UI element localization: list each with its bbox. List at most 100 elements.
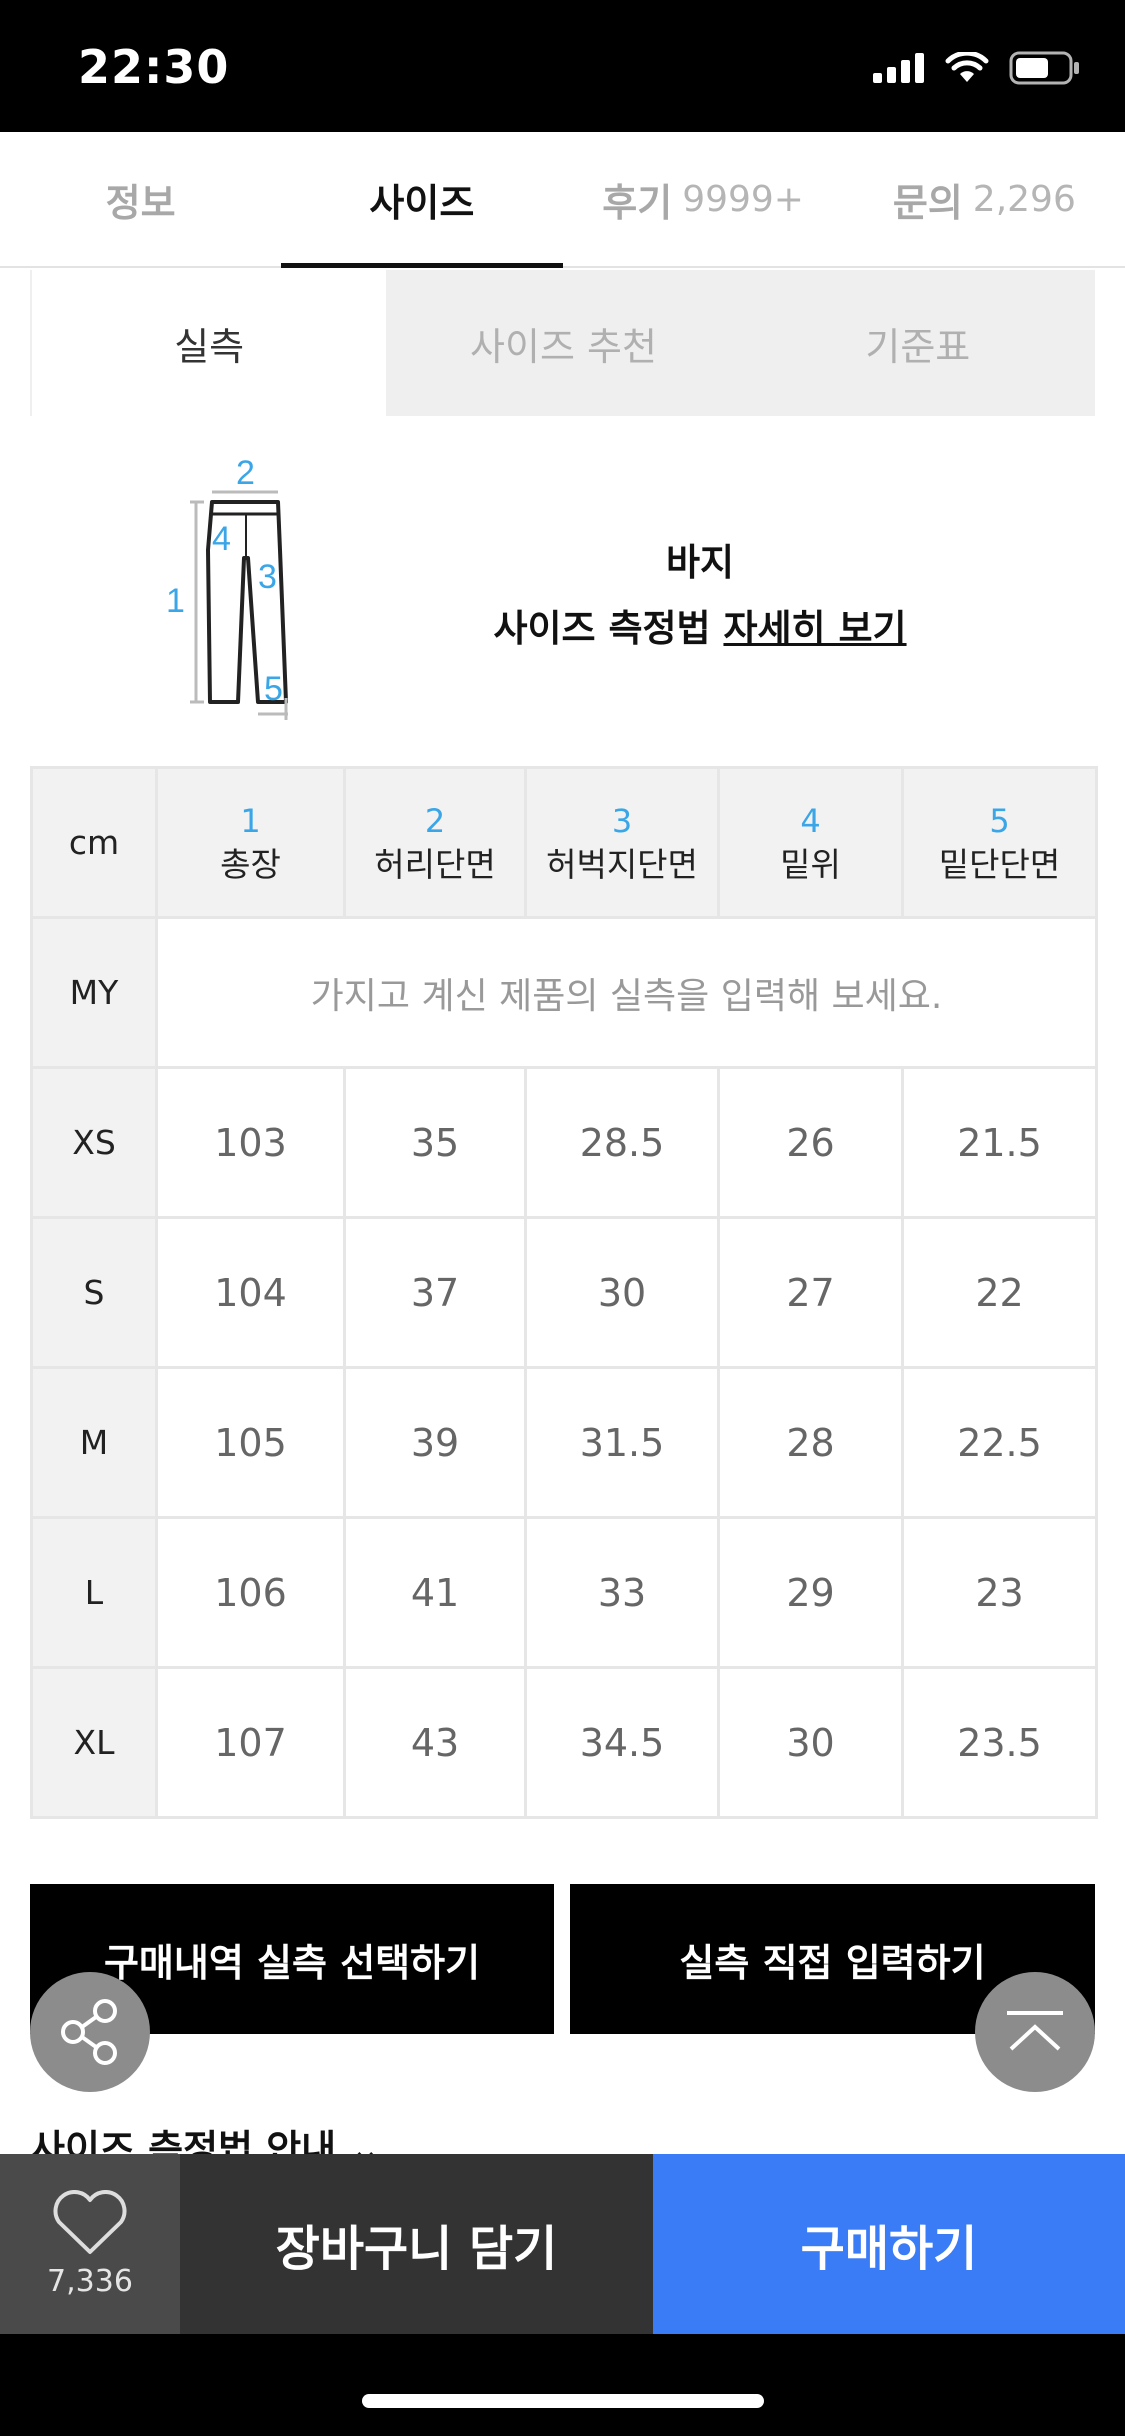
top-tab-bar: 정보 사이즈 후기 9999+ 문의 2,296 (0, 132, 1125, 268)
table-header-row: cm 1 총장 2 허리단면 3 허벅지단면 4 밑위 5 밑단단면 (30, 766, 1098, 919)
tab-label: 사이즈 (369, 180, 475, 225)
table-cell: 105 (155, 1366, 346, 1519)
table-cell: 27 (717, 1216, 904, 1369)
tab-count: 2,296 (972, 178, 1076, 220)
table-cell: 28.5 (524, 1066, 720, 1219)
table-cell: 43 (343, 1666, 527, 1819)
measurement-diagram: 1 2 3 4 5 바지 사이즈 측정법 자세히 보기 (30, 430, 1095, 730)
table-cell: 23.5 (901, 1666, 1098, 1819)
share-icon (61, 1999, 117, 2065)
table-cell: 106 (155, 1516, 346, 1669)
table-cell: 34.5 (524, 1666, 720, 1819)
table-row-my: MY 가지고 계신 제품의 실측을 입력해 보세요. (30, 916, 1098, 1069)
tab-reviews[interactable]: 후기 9999+ (563, 132, 844, 266)
column-number: 3 (611, 801, 633, 840)
tab-inquiry[interactable]: 문의 2,296 (844, 132, 1125, 266)
add-to-cart-button[interactable]: 장바구니 담기 (180, 2154, 653, 2334)
bottom-action-bar: 7,336 장바구니 담기 구매하기 (0, 2154, 1125, 2334)
buy-now-button[interactable]: 구매하기 (653, 2154, 1125, 2334)
diagram-number-5: 5 (264, 670, 283, 708)
diagram-number-2: 2 (236, 454, 255, 492)
column-label: 허리단면 (374, 844, 496, 884)
column-header: 3 허벅지단면 (524, 766, 720, 919)
table-cell: 31.5 (524, 1366, 720, 1519)
like-button[interactable]: 7,336 (0, 2154, 180, 2334)
sub-tab-bar: 실측 사이즈 추천 기준표 (30, 270, 1095, 416)
pants-diagram: 1 2 3 4 5 (166, 454, 288, 720)
table-cell: 104 (155, 1216, 346, 1369)
table-row: S 104 37 30 27 22 (30, 1216, 1098, 1369)
table-cell: 29 (717, 1516, 904, 1669)
heart-icon (53, 2189, 127, 2254)
column-header: 5 밑단단면 (901, 766, 1098, 919)
table-cell: 28 (717, 1366, 904, 1519)
column-label: 총장 (220, 844, 281, 884)
tab-count: 9999+ (682, 178, 804, 220)
row-label: MY (30, 916, 158, 1069)
row-label: S (30, 1216, 158, 1369)
scroll-top-button[interactable] (975, 1972, 1095, 2092)
column-label: 밑단단면 (938, 844, 1061, 884)
column-number: 5 (989, 801, 1010, 840)
status-time: 22:30 (78, 40, 230, 94)
table-cell: 26 (717, 1066, 904, 1219)
table-cell: 107 (155, 1666, 346, 1819)
battery-icon (1009, 51, 1079, 85)
size-table: cm 1 총장 2 허리단면 3 허벅지단면 4 밑위 5 밑단단면 MY 가지고 계신 … (30, 766, 1098, 1819)
column-label: 밑위 (780, 844, 841, 884)
signal-icon (873, 53, 924, 83)
tab-size[interactable]: 사이즈 (281, 132, 563, 268)
subtab-size-recommend[interactable]: 사이즈 추천 (386, 270, 741, 416)
row-label: M (30, 1366, 158, 1519)
measure-detail-link[interactable]: 자세히 보기 (723, 607, 907, 650)
table-cell: 30 (717, 1666, 904, 1819)
measure-method-label: 사이즈 측정법 (493, 607, 711, 650)
row-label: L (30, 1516, 158, 1669)
table-cell: 39 (343, 1366, 527, 1519)
table-cell: 35 (343, 1066, 527, 1219)
table-cell: 41 (343, 1516, 527, 1669)
row-label: XS (30, 1066, 158, 1219)
status-icons (873, 48, 1081, 88)
share-button[interactable] (30, 1972, 150, 2092)
unit-cell: cm (30, 766, 158, 919)
subtab-actual-measure[interactable]: 실측 (30, 270, 387, 416)
product-type-label: 바지 (665, 541, 735, 584)
table-cell: 103 (155, 1066, 346, 1219)
chevron-down-icon: ⌄ (349, 2127, 382, 2154)
column-number: 4 (800, 801, 821, 840)
scroll-top-icon (1007, 2011, 1063, 2051)
home-indicator-area (0, 2334, 1125, 2436)
table-cell: 22 (901, 1216, 1098, 1369)
column-label: 허벅지단면 (546, 844, 698, 884)
like-count: 7,336 (47, 2263, 133, 2299)
status-bar: 22:30 (0, 0, 1125, 132)
tab-label: 정보 (105, 180, 176, 225)
column-header: 4 밑위 (717, 766, 904, 919)
table-row: XL 107 43 34.5 30 23.5 (30, 1666, 1098, 1819)
subtab-size-chart[interactable]: 기준표 (740, 270, 1095, 416)
tab-label: 문의 (892, 180, 963, 225)
table-cell: 33 (524, 1516, 720, 1669)
tab-info[interactable]: 정보 (0, 132, 281, 266)
table-row: L 106 41 33 29 23 (30, 1516, 1098, 1669)
wifi-icon (945, 52, 989, 82)
column-number: 2 (424, 801, 446, 840)
table-cell: 23 (901, 1516, 1098, 1669)
table-row: M 105 39 31.5 28 22.5 (30, 1366, 1098, 1519)
diagram-number-1: 1 (166, 582, 185, 620)
size-guide-link[interactable]: 사이즈 측정법 안내 ⌄ (30, 2118, 381, 2154)
tab-label: 후기 (602, 180, 673, 225)
table-cell: 21.5 (901, 1066, 1098, 1219)
home-indicator[interactable] (362, 2394, 764, 2408)
row-label: XL (30, 1666, 158, 1819)
diagram-caption: 바지 사이즈 측정법 자세히 보기 (450, 530, 950, 662)
table-cell: 22.5 (901, 1366, 1098, 1519)
table-cell: 30 (524, 1216, 720, 1369)
my-measure-input-prompt[interactable]: 가지고 계신 제품의 실측을 입력해 보세요. (155, 916, 1098, 1069)
table-row: XS 103 35 28.5 26 21.5 (30, 1066, 1098, 1219)
diagram-number-3: 3 (258, 558, 277, 596)
table-cell: 37 (343, 1216, 527, 1369)
column-header: 2 허리단면 (343, 766, 527, 919)
column-number: 1 (240, 801, 261, 840)
